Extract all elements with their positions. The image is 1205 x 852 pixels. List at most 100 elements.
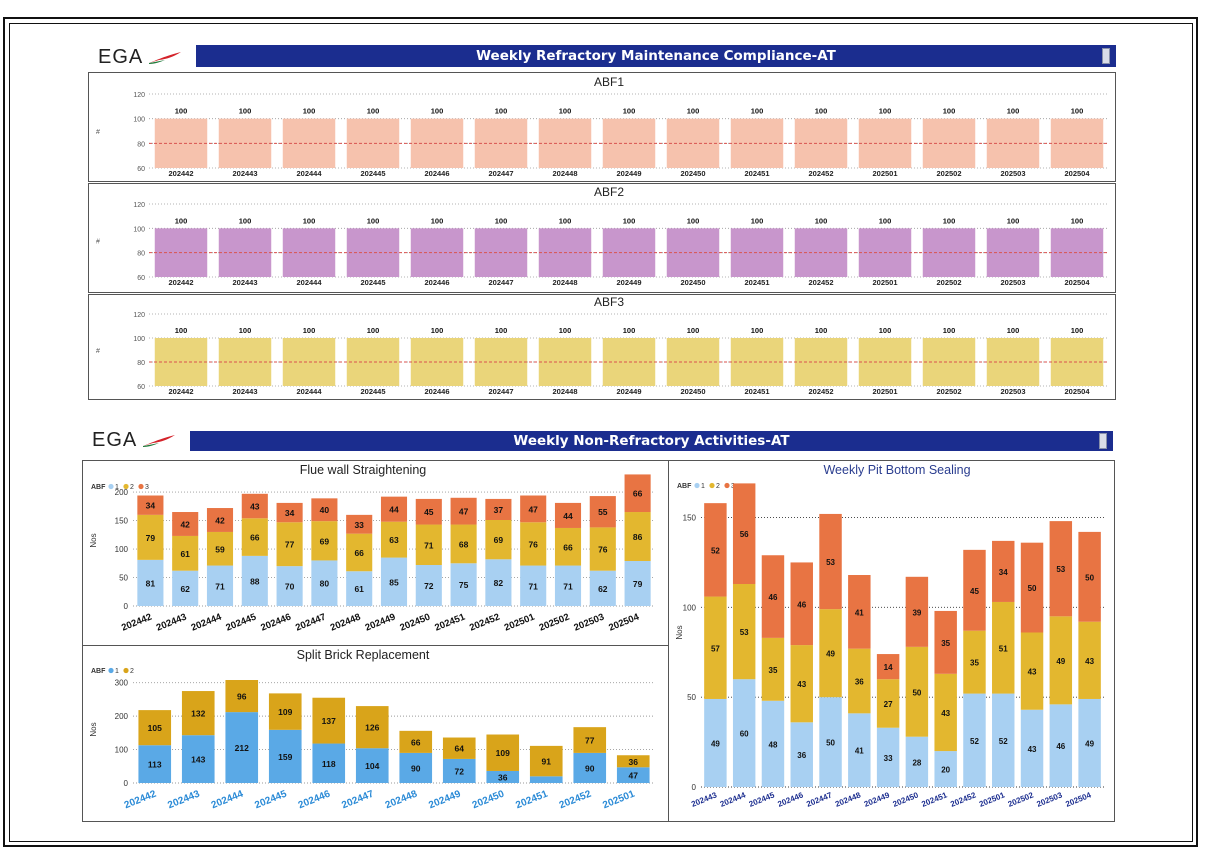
data-label: 100 <box>431 216 444 225</box>
x-tick-label: 202444 <box>210 788 245 811</box>
bar-segment <box>355 706 389 749</box>
bar-segment <box>485 519 512 560</box>
data-label: 100 <box>815 216 828 225</box>
bar-segment <box>486 734 520 771</box>
bar-segment <box>415 498 442 525</box>
bar-segment <box>399 752 433 783</box>
data-label: 53 <box>740 628 749 637</box>
data-label: 113 <box>148 760 162 770</box>
flue-panel: Flue wall Straightening ABF 1 2 3 0 50 100 150 20… <box>82 460 669 646</box>
data-label: 46 <box>769 593 778 602</box>
data-label: 100 <box>943 326 956 335</box>
bar-segment <box>876 654 900 680</box>
bar-segment <box>876 679 900 728</box>
data-label: 28 <box>912 758 921 767</box>
x-tick-label: 202448 <box>329 612 363 634</box>
x-tick-label: 202446 <box>424 387 449 396</box>
data-label: 34 <box>999 568 1008 577</box>
bar-segment <box>704 596 727 699</box>
x-tick-label: 202449 <box>616 387 641 396</box>
x-tick-label: 202449 <box>616 278 641 287</box>
data-label: 100 <box>559 216 572 225</box>
x-tick-label: 202450 <box>398 612 432 634</box>
data-label: 96 <box>237 692 247 702</box>
data-label: 100 <box>239 326 252 335</box>
data-label: 49 <box>826 650 835 659</box>
data-label: 100 <box>879 107 892 116</box>
x-tick-label: 202443 <box>232 278 257 287</box>
data-label: 143 <box>191 755 205 765</box>
data-label: 34 <box>285 508 295 518</box>
bar-segment <box>346 533 373 572</box>
ega-logo: EGA <box>98 46 183 69</box>
bar-segment <box>848 648 871 714</box>
banner-tab <box>1102 48 1110 64</box>
compliance-banner: Weekly Refractory Maintenance Compliance… <box>196 45 1116 67</box>
bar-segment <box>732 483 756 584</box>
data-label: 100 <box>1007 107 1020 116</box>
y-tick-label: 100 <box>133 336 145 343</box>
data-label: 100 <box>367 107 380 116</box>
bar-segment <box>819 697 842 787</box>
legend-marker <box>123 667 129 674</box>
bar-segment <box>415 524 442 565</box>
y-tick-label: 150 <box>683 514 697 523</box>
bar-segment <box>761 555 785 638</box>
x-tick-label: 202445 <box>224 611 258 633</box>
x-tick-label: 202450 <box>680 169 705 178</box>
data-label: 100 <box>1071 107 1084 116</box>
data-label: 100 <box>175 326 188 335</box>
data-label: 57 <box>711 644 720 653</box>
data-label: 64 <box>455 744 465 754</box>
data-label: 45 <box>424 507 434 517</box>
bar-segment <box>589 527 616 571</box>
data-label: 52 <box>999 737 1008 746</box>
y-tick-label: 100 <box>133 226 145 233</box>
data-label: 33 <box>354 520 364 530</box>
bar-segment <box>554 502 582 528</box>
y-tick-label: 80 <box>137 360 145 367</box>
x-tick-label: 202447 <box>488 278 513 287</box>
bar-segment <box>554 527 582 566</box>
y-tick-label: 120 <box>133 312 145 319</box>
legend-label: 1 <box>115 668 119 675</box>
data-label: 68 <box>459 539 469 549</box>
data-label: 100 <box>431 326 444 335</box>
data-label: 100 <box>1071 326 1084 335</box>
x-tick-label: 202448 <box>552 278 577 287</box>
bar-segment <box>312 743 346 783</box>
chart-title: ABF1 <box>594 75 624 89</box>
x-tick-label: 202451 <box>744 387 769 396</box>
data-label: 62 <box>598 584 608 594</box>
bar-segment <box>616 755 650 768</box>
x-tick-label: 202504 <box>1064 278 1090 287</box>
x-tick-label: 202449 <box>427 788 462 811</box>
bar-segment <box>311 498 338 522</box>
bar-segment <box>963 549 986 631</box>
x-tick-label: 202451 <box>433 611 467 633</box>
data-label: 100 <box>495 216 508 225</box>
bar-segment <box>992 601 1015 694</box>
data-label: 100 <box>687 216 700 225</box>
bar-segment <box>450 524 477 564</box>
bar-segment <box>520 495 547 523</box>
bar-segment <box>905 646 929 737</box>
x-tick-label: 202442 <box>168 278 193 287</box>
x-tick-label: 202442 <box>168 387 193 396</box>
bar-segment <box>206 565 234 606</box>
y-axis-label: # <box>96 239 100 246</box>
data-label: 212 <box>235 743 249 753</box>
bar-segment <box>573 727 607 753</box>
chart-title: Flue wall Straightening <box>300 463 427 477</box>
data-label: 66 <box>250 533 260 543</box>
data-label: 85 <box>389 577 399 587</box>
data-label: 80 <box>320 579 330 589</box>
y-tick-label: 100 <box>133 117 145 124</box>
data-label: 49 <box>1085 739 1094 748</box>
data-label: 71 <box>528 581 538 591</box>
bar-segment <box>172 570 199 606</box>
data-label: 50 <box>826 739 835 748</box>
y-tick-label: 80 <box>137 141 145 148</box>
bar-segment <box>790 722 813 787</box>
legend-label: 2 <box>716 483 720 490</box>
